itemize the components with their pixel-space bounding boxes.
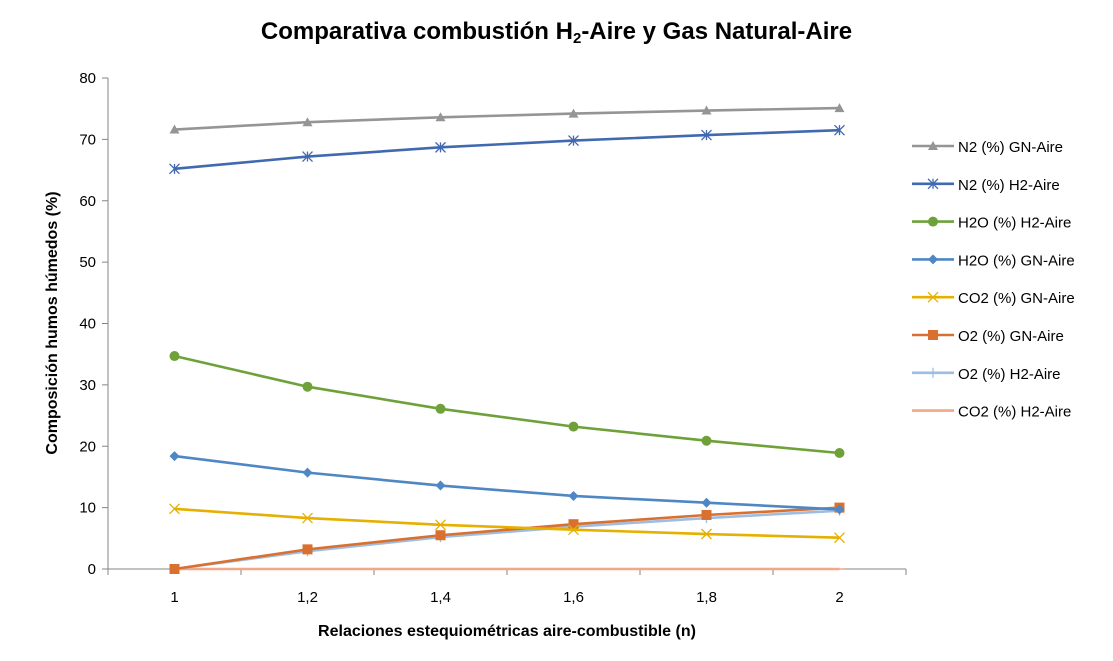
data-point [169, 451, 180, 462]
series-line [174, 507, 840, 539]
legend-marker [928, 216, 938, 227]
legend-label: N2 (%) H2-Aire [958, 177, 1060, 194]
y-tick-label: 70 [79, 131, 96, 148]
legend: N2 (%) GN-Aire N2 (%) H2-Aire H2O (%) H2-A… [912, 139, 1075, 421]
data-point [435, 403, 446, 414]
series-3 [169, 451, 845, 515]
series-5 [169, 502, 845, 574]
series-line [174, 106, 840, 131]
y-tick-label: 60 [79, 193, 96, 210]
chart-title-subscript: 2 [572, 30, 582, 47]
legend-entry: N2 (%) H2-Aire [912, 177, 1060, 194]
x-tick-label: 1,2 [297, 589, 318, 606]
data-point [701, 129, 712, 141]
y-tick-label: 40 [79, 316, 96, 333]
y-tick-label: 30 [79, 377, 96, 394]
legend-label: O2 (%) H2-Aire [958, 366, 1061, 383]
data-point [568, 421, 579, 432]
legend-marker [928, 254, 938, 265]
data-point [834, 124, 845, 136]
legend-label: CO2 (%) GN-Aire [958, 290, 1075, 307]
legend-label: N2 (%) GN-Aire [958, 139, 1063, 156]
data-point [435, 112, 446, 122]
chart-title-suffix: -Aire y Gas Natural-Aire [581, 18, 853, 45]
data-point [834, 448, 845, 459]
chart-title: Comparativa combustión H2-Aire y Gas Nat… [0, 18, 1113, 47]
legend-entry: O2 (%) GN-Aire [912, 328, 1064, 345]
legend-entry: CO2 (%) GN-Aire [912, 290, 1075, 307]
data-point [701, 497, 712, 508]
x-tick-label: 1,6 [563, 589, 584, 606]
y-tick-label: 80 [79, 70, 96, 87]
x-tick-label: 2 [835, 589, 843, 606]
data-point [169, 124, 180, 134]
legend-marker [927, 291, 939, 303]
series-2 [169, 351, 845, 459]
legend-marker [928, 367, 938, 378]
data-point [169, 503, 180, 515]
data-point [169, 351, 180, 362]
axes: 0 10 20 30 40 50 60 70 80 1 1,2 1,4 1,6 1,8 2 [79, 70, 907, 606]
data-point [834, 532, 845, 544]
legend-marker [927, 178, 939, 190]
y-tick-label: 50 [79, 254, 96, 271]
data-point [568, 519, 579, 530]
series-line [174, 454, 840, 511]
chart-title-prefix: Comparativa combustión H [260, 18, 573, 45]
series-0 [169, 103, 845, 134]
series-4 [169, 503, 845, 544]
y-tick-label: 0 [88, 561, 96, 578]
x-tick-label: 1,8 [696, 589, 717, 606]
series-1 [169, 124, 845, 175]
data-point [701, 105, 712, 115]
data-point [701, 528, 712, 540]
data-point [435, 519, 446, 531]
y-axis-title: Composición humos húmedos (%) [44, 191, 61, 454]
data-point [568, 524, 579, 536]
data-point [435, 480, 446, 491]
legend-label: H2O (%) H2-Aire [958, 215, 1071, 232]
data-point [169, 564, 180, 574]
data-point [834, 504, 845, 515]
data-point [568, 135, 579, 147]
data-point [834, 103, 845, 113]
data-point [302, 381, 313, 392]
data-point [302, 544, 313, 555]
legend-entry: O2 (%) H2-Aire [912, 366, 1061, 383]
legend-label: CO2 (%) H2-Aire [958, 404, 1071, 421]
series-line [174, 506, 840, 571]
series-line [174, 509, 840, 571]
series-line [174, 354, 840, 455]
data-point [435, 530, 446, 541]
legend-entry: N2 (%) GN-Aire [912, 139, 1063, 156]
legend-marker [928, 141, 938, 150]
series-group [169, 103, 845, 574]
data-point [435, 141, 446, 153]
data-point [568, 490, 579, 501]
y-tick-label: 10 [79, 500, 96, 517]
legend-label: H2O (%) GN-Aire [958, 252, 1075, 269]
series-line [174, 128, 840, 171]
legend-entry: CO2 (%) H2-Aire [912, 404, 1071, 421]
x-tick-label: 1 [170, 589, 178, 606]
x-axis-title: Relaciones estequiométricas aire-combust… [318, 623, 696, 640]
data-point [302, 512, 313, 524]
data-point [169, 163, 180, 175]
y-tick-label: 20 [79, 438, 96, 455]
legend-entry: H2O (%) GN-Aire [912, 252, 1075, 269]
x-tick-label: 1,4 [430, 589, 451, 606]
legend-marker [928, 330, 938, 340]
data-point [701, 435, 712, 446]
data-point [302, 467, 313, 478]
data-point [302, 151, 313, 163]
data-point [302, 117, 313, 127]
legend-entry: H2O (%) H2-Aire [912, 215, 1071, 232]
legend-label: O2 (%) GN-Aire [958, 328, 1064, 345]
data-point [568, 108, 579, 118]
data-point [701, 509, 712, 520]
